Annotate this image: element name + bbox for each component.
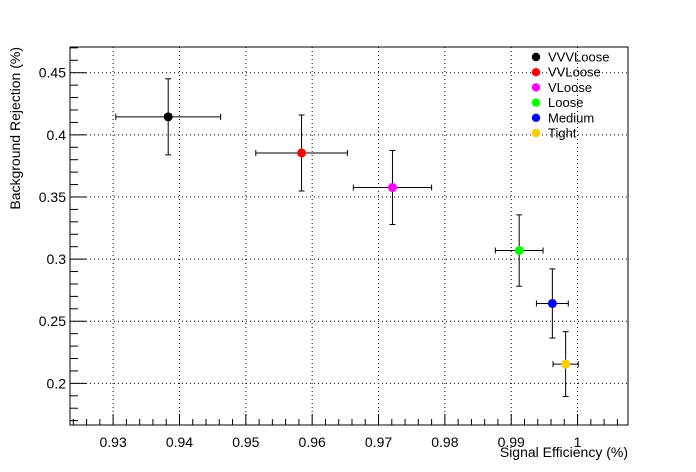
- legend-entry-tight: Tight: [531, 126, 577, 141]
- y-axis-title: Background Rejection (%): [7, 47, 23, 210]
- x-tick-label: 0.96: [299, 434, 326, 450]
- legend-marker: [531, 128, 541, 138]
- legend-label: Medium: [548, 110, 594, 125]
- plot-frame: [69, 46, 629, 426]
- x-tick-label: 0.95: [232, 434, 259, 450]
- legend-label: Loose: [548, 95, 583, 110]
- y-tick-label: 0.3: [47, 251, 67, 267]
- marker: [163, 112, 173, 122]
- data-point-vloose: [352, 150, 433, 226]
- y-tick-label: 0.4: [47, 127, 67, 143]
- legend-marker: [531, 68, 541, 77]
- x-tick-label: 0.97: [365, 434, 392, 450]
- y-tick-label: 0.2: [47, 375, 67, 391]
- legend-label: Tight: [548, 126, 577, 141]
- x-tick-label: 0.98: [431, 434, 458, 450]
- legend-marker: [531, 113, 541, 123]
- legend-marker: [531, 98, 541, 107]
- legend-entry-loose: Loose: [531, 95, 583, 110]
- x-tick-label: 0.93: [100, 434, 127, 450]
- x-axis-title: Signal Efficiency (%): [500, 444, 628, 460]
- y-tick-label: 0.35: [39, 189, 66, 205]
- y-tick-label: 0.45: [39, 65, 66, 81]
- legend-marker: [531, 52, 541, 62]
- x-tick-label: 0.99: [498, 434, 525, 450]
- legend-entry-medium: Medium: [531, 110, 594, 125]
- marker: [387, 183, 397, 193]
- legend-entry-vvloose: VVLoose: [531, 65, 601, 80]
- data-layer: [115, 78, 579, 398]
- marker: [297, 148, 307, 158]
- data-point-medium: [535, 268, 569, 339]
- marker: [561, 359, 571, 369]
- legend-label: VVLoose: [548, 65, 601, 80]
- y-tick-label: 0.25: [39, 313, 66, 329]
- legend-label: VVVLoose: [548, 50, 609, 65]
- data-point-loose: [494, 214, 544, 287]
- x-tick-label: 0.94: [166, 434, 193, 450]
- x-tick-label: 1: [574, 434, 582, 450]
- marker: [514, 246, 524, 256]
- marker: [547, 298, 557, 308]
- legend-entry-vloose: VLoose: [531, 80, 592, 95]
- legend-entry-vvvloose: VVVLoose: [531, 50, 609, 65]
- axis-layer: 0.93 0.94 0.95 0.96 0.97 0.98 0.99 1 0.2 0.25 0.3 0…: [39, 47, 618, 450]
- legend-label: VLoose: [548, 80, 592, 95]
- data-point-vvloose: [255, 114, 348, 192]
- data-point-vvvloose: [115, 78, 222, 156]
- legend-marker: [531, 83, 541, 92]
- data-point-tight: [552, 331, 579, 398]
